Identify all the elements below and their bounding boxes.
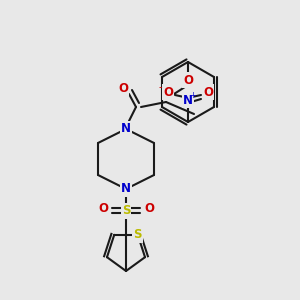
Text: N: N xyxy=(121,182,131,196)
Text: S: S xyxy=(134,228,142,241)
Text: S: S xyxy=(122,205,130,218)
Text: O: O xyxy=(144,202,154,214)
Text: +: + xyxy=(190,91,196,100)
Text: N: N xyxy=(183,94,193,106)
Text: O: O xyxy=(203,85,213,98)
Text: -: - xyxy=(158,82,162,92)
Text: O: O xyxy=(183,74,193,86)
Text: N: N xyxy=(121,122,131,136)
Text: O: O xyxy=(118,82,128,94)
Text: O: O xyxy=(98,202,108,214)
Text: O: O xyxy=(163,85,173,98)
